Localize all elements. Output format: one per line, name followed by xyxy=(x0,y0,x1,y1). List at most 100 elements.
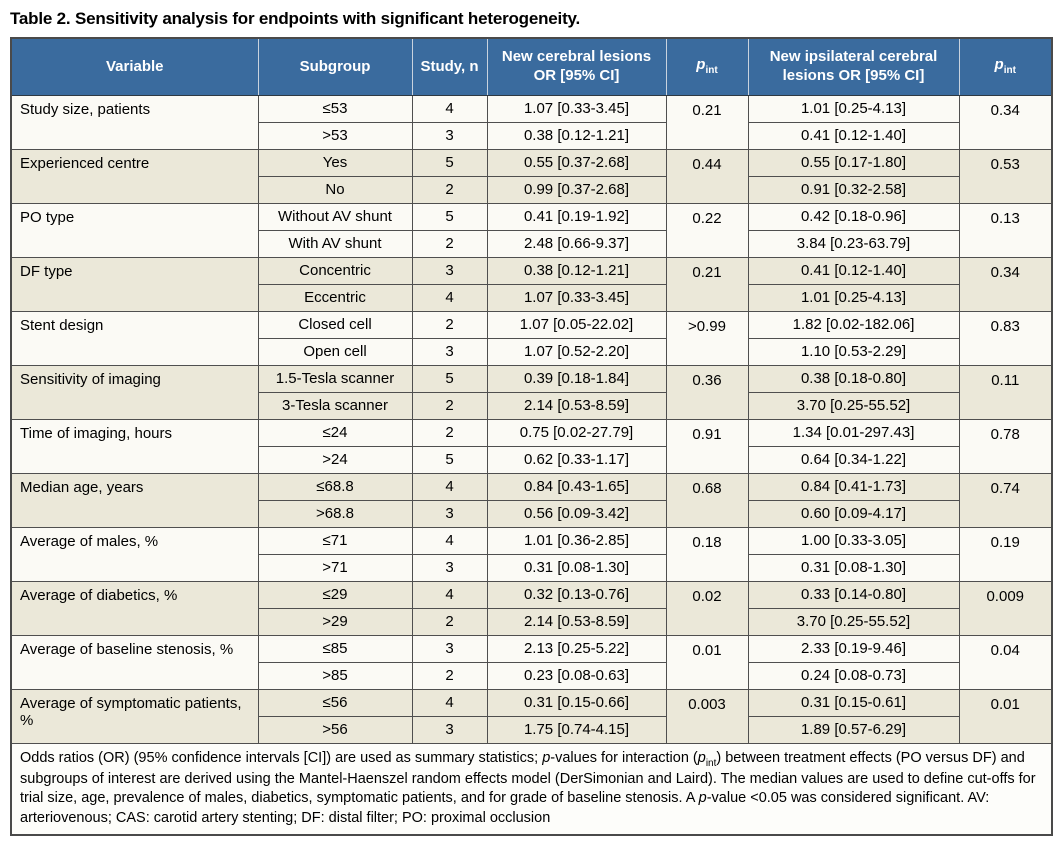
table-row: >71 3 0.31 [0.08-1.30] 0.31 [0.08-1.30] xyxy=(11,554,1052,582)
subgroup-cell: ≤85 xyxy=(257,635,413,663)
column-header-new-ipsilateral-cerebral-lesions-or-95-ci: New ipsilateral cerebral lesions OR [95%… xyxy=(747,38,959,96)
study-n-cell: 4 xyxy=(411,581,488,609)
or-cerebral-cell: 2.14 [0.53-8.59] xyxy=(486,392,667,420)
table-row: Average of males, % ≤71 4 1.01 [0.36-2.85] 0… xyxy=(10,527,1053,582)
study-n-cell: 2 xyxy=(411,392,488,420)
table-title: Table 2. Sensitivity analysis for endpoi… xyxy=(10,9,581,28)
or-ipsilateral-cell: 0.42 [0.18-0.96] xyxy=(747,203,960,231)
table-row: >53 3 0.38 [0.12-1.21] 0.41 [0.12-1.40] xyxy=(11,122,1052,150)
variable-cell: Average of symptomatic patients, % xyxy=(10,689,259,744)
subgroup-cell: With AV shunt xyxy=(257,230,413,258)
subgroup-cell: >56 xyxy=(257,716,413,744)
subgroup-cell: >68.8 xyxy=(257,500,413,528)
or-ipsilateral-cell: 0.31 [0.08-1.30] xyxy=(747,554,960,582)
table-footer: Odds ratios (OR) (95% confidence interva… xyxy=(10,743,1053,836)
table-row: Open cell 3 1.07 [0.52-2.20] 1.10 [0.53-2.2… xyxy=(11,338,1052,366)
or-cerebral-cell: 1.01 [0.36-2.85] xyxy=(486,527,667,555)
study-n-cell: 5 xyxy=(411,203,488,231)
or-cerebral-cell: 1.07 [0.33-3.45] xyxy=(486,95,667,123)
or-ipsilateral-cell: 3.70 [0.25-55.52] xyxy=(747,392,960,420)
study-n-cell: 4 xyxy=(411,527,488,555)
table-row: >24 5 0.62 [0.33-1.17] 0.64 [0.34-1.22] xyxy=(11,446,1052,474)
p-int-cerebral-cell: 0.003 xyxy=(665,689,749,744)
or-cerebral-cell: 0.55 [0.37-2.68] xyxy=(486,149,667,177)
or-ipsilateral-cell: 0.64 [0.34-1.22] xyxy=(747,446,960,474)
p-int-ipsilateral-cell: 0.13 xyxy=(958,203,1053,258)
subgroup-cell: No xyxy=(257,176,413,204)
or-cerebral-cell: 0.99 [0.37-2.68] xyxy=(486,176,667,204)
table-row: Average of symptomatic patients, % ≤56 4 0.… xyxy=(10,689,1053,744)
table-row: Time of imaging, hours ≤24 2 0.75 [0.02-27.… xyxy=(10,419,1053,474)
variable-cell: Average of diabetics, % xyxy=(10,581,259,636)
or-ipsilateral-cell: 1.01 [0.25-4.13] xyxy=(747,95,960,123)
table-row: With AV shunt 2 2.48 [0.66-9.37] 3.84 [0.23… xyxy=(11,230,1052,258)
p-int-ipsilateral-cell: 0.34 xyxy=(958,95,1053,150)
or-ipsilateral-cell: 0.84 [0.41-1.73] xyxy=(747,473,960,501)
p-int-ipsilateral-cell: 0.74 xyxy=(958,473,1053,528)
p-int-ipsilateral-cell: 0.04 xyxy=(958,635,1053,690)
study-n-cell: 3 xyxy=(411,257,488,285)
p-int-cerebral-cell: 0.01 xyxy=(665,635,749,690)
variable-cell: Study size, patients xyxy=(10,95,259,150)
study-n-cell: 5 xyxy=(411,365,488,393)
or-ipsilateral-cell: 0.38 [0.18-0.80] xyxy=(747,365,960,393)
p-int-ipsilateral-cell: 0.34 xyxy=(958,257,1053,312)
study-n-cell: 4 xyxy=(411,473,488,501)
or-cerebral-cell: 0.62 [0.33-1.17] xyxy=(486,446,667,474)
study-n-cell: 2 xyxy=(411,419,488,447)
or-ipsilateral-cell: 2.33 [0.19-9.46] xyxy=(747,635,960,663)
table-row: Study size, patients ≤53 4 1.07 [0.33-3.45]… xyxy=(10,95,1053,150)
variable-cell: Median age, years xyxy=(10,473,259,528)
table-row: Stent design Closed cell 2 1.07 [0.05-22.02… xyxy=(10,311,1053,366)
or-ipsilateral-cell: 0.31 [0.15-0.61] xyxy=(747,689,960,717)
table-row: Sensitivity of imaging 1.5-Tesla scanner 5… xyxy=(10,365,1053,420)
variable-cell: Average of males, % xyxy=(10,527,259,582)
p-int-cerebral-cell: 0.18 xyxy=(665,527,749,582)
study-n-cell: 5 xyxy=(411,446,488,474)
table-row: 3-Tesla scanner 2 2.14 [0.53-8.59] 3.70 [0.… xyxy=(11,392,1052,420)
table-row: PO type Without AV shunt 5 0.41 [0.19-1.92]… xyxy=(10,203,1053,258)
p-int-cerebral-cell: 0.21 xyxy=(665,257,749,312)
or-ipsilateral-cell: 1.89 [0.57-6.29] xyxy=(747,716,960,744)
or-cerebral-cell: 0.56 [0.09-3.42] xyxy=(486,500,667,528)
table-row: >56 3 1.75 [0.74-4.15] 1.89 [0.57-6.29] xyxy=(11,716,1052,744)
or-cerebral-cell: 1.75 [0.74-4.15] xyxy=(486,716,667,744)
subgroup-cell: ≤56 xyxy=(257,689,413,717)
header-row: Variable Subgroup Study, n New cerebral les… xyxy=(11,38,1052,96)
column-header-new-cerebral-lesions-or-95-ci: New cerebral lesions OR [95% CI] xyxy=(486,38,666,96)
or-ipsilateral-cell: 0.24 [0.08-0.73] xyxy=(747,662,960,690)
or-cerebral-cell: 0.38 [0.12-1.21] xyxy=(486,122,667,150)
subgroup-cell: 3-Tesla scanner xyxy=(257,392,413,420)
or-ipsilateral-cell: 0.60 [0.09-4.17] xyxy=(747,500,960,528)
p-int-ipsilateral-cell: 0.19 xyxy=(958,527,1053,582)
or-cerebral-cell: 0.31 [0.08-1.30] xyxy=(486,554,667,582)
study-n-cell: 3 xyxy=(411,716,488,744)
table-header: Variable Subgroup Study, n New cerebral les… xyxy=(11,38,1052,96)
p-int-cerebral-cell: 0.36 xyxy=(665,365,749,420)
footnote: Odds ratios (OR) (95% confidence interva… xyxy=(10,743,1053,836)
study-n-cell: 4 xyxy=(411,95,488,123)
p-int-cerebral-cell: 0.21 xyxy=(665,95,749,150)
subgroup-cell: Without AV shunt xyxy=(257,203,413,231)
or-cerebral-cell: 0.38 [0.12-1.21] xyxy=(486,257,667,285)
column-header-variable: Variable xyxy=(11,38,258,96)
or-cerebral-cell: 0.75 [0.02-27.79] xyxy=(486,419,667,447)
column-header-p-int-cerebral: pint xyxy=(665,38,748,96)
study-n-cell: 3 xyxy=(411,554,488,582)
table-body: Study size, patients ≤53 4 1.07 [0.33-3.45]… xyxy=(10,95,1053,744)
or-ipsilateral-cell: 1.34 [0.01-297.43] xyxy=(747,419,960,447)
study-n-cell: 2 xyxy=(411,230,488,258)
or-cerebral-cell: 1.07 [0.33-3.45] xyxy=(486,284,667,312)
subgroup-cell: ≤29 xyxy=(257,581,413,609)
or-cerebral-cell: 1.07 [0.05-22.02] xyxy=(486,311,667,339)
subgroup-cell: >85 xyxy=(257,662,413,690)
table-row: No 2 0.99 [0.37-2.68] 0.91 [0.32-2.58] xyxy=(11,176,1052,204)
table-row: Average of baseline stenosis, % ≤85 3 2.13 … xyxy=(10,635,1053,690)
subgroup-cell: Yes xyxy=(257,149,413,177)
p-int-ipsilateral-cell: 0.009 xyxy=(958,581,1053,636)
variable-cell: DF type xyxy=(10,257,259,312)
or-ipsilateral-cell: 0.33 [0.14-0.80] xyxy=(747,581,960,609)
study-n-cell: 4 xyxy=(411,689,488,717)
footnote-row: Odds ratios (OR) (95% confidence interva… xyxy=(10,743,1053,836)
